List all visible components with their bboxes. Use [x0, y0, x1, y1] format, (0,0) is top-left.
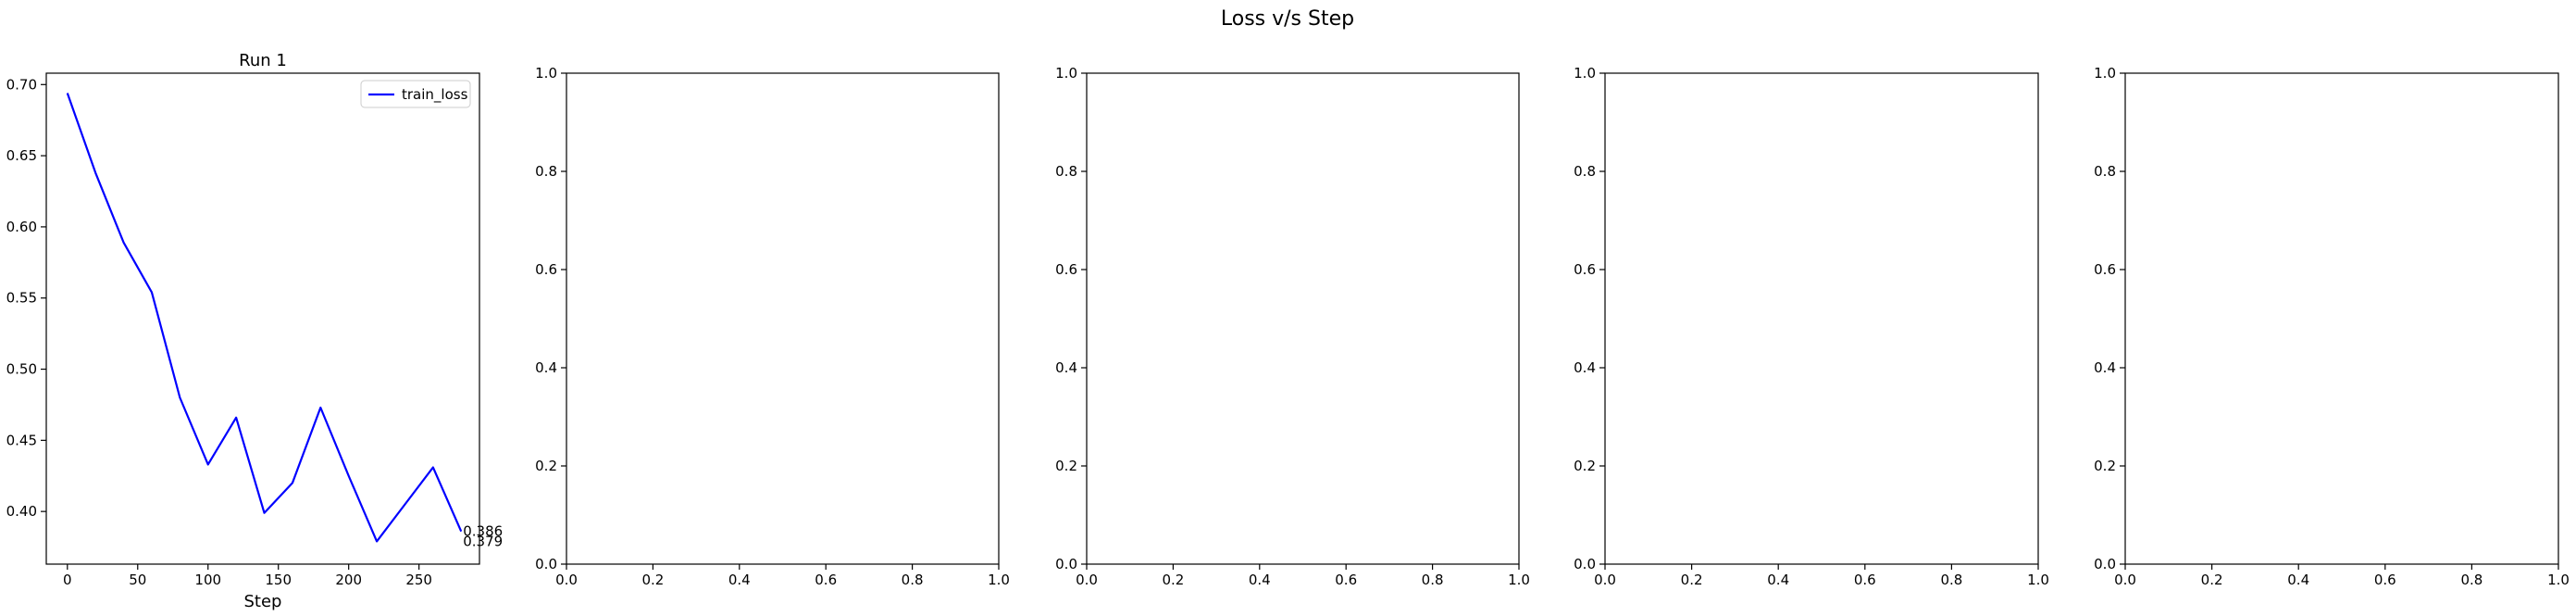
x-tick-label: 0.4: [1249, 572, 1271, 588]
x-tick-label: 0.6: [1854, 572, 1876, 588]
axes-frame: [2124, 72, 2559, 565]
y-tick-label: 0.6: [2094, 261, 2116, 278]
x-tick-label: 0.0: [1594, 572, 1616, 588]
x-tick-label: 250: [405, 572, 432, 588]
y-tick-label: 0.0: [2094, 556, 2116, 572]
axes-frame: [566, 72, 1000, 565]
y-tick-label: 0.6: [535, 261, 557, 278]
y-tick-label: 1.0: [2094, 65, 2116, 82]
x-tick-label: 0.2: [1162, 572, 1184, 588]
x-tick-label: 0.6: [2374, 572, 2396, 588]
x-tick-label: 0.0: [2114, 572, 2136, 588]
x-tick-label: 0.4: [1767, 572, 1789, 588]
x-axis-label: Step: [244, 592, 282, 611]
y-tick-label: 0.2: [1574, 458, 1596, 474]
axes-layer: 0 50 100 150 200 250 0.40 0.45 0.50 0.55 0.60 0.65 0…: [6, 51, 2570, 611]
y-tick-label: 0.4: [1055, 359, 1077, 376]
x-tick-label: 0.8: [902, 572, 924, 588]
y-tick-label: 0.40: [6, 503, 37, 520]
y-tick-label: 0.2: [1055, 458, 1077, 474]
x-tick-label: 0.2: [2201, 572, 2223, 588]
y-tick-label: 0.6: [1574, 261, 1596, 278]
x-tick-label: 0.0: [555, 572, 578, 588]
x-tick-label: 0.8: [1940, 572, 1962, 588]
x-tick-label: 0.2: [1681, 572, 1703, 588]
x-tick-label: 1.0: [2547, 572, 2570, 588]
x-tick-label: 1.0: [2027, 572, 2049, 588]
subplot-2: 0.0 0.2 0.4 0.6 0.8 1.0 0.0 0.2 0.4 0.6 0.8 1.0: [535, 65, 1010, 588]
subplot-1: 0 50 100 150 200 250 0.40 0.45 0.50 0.55 0.60 0.65 0…: [6, 51, 504, 611]
x-tick-label: 0.4: [728, 572, 751, 588]
x-tick-label: 200: [335, 572, 362, 588]
legend-entry-label: train_loss: [402, 86, 468, 104]
x-tick-label: 0.0: [1076, 572, 1098, 588]
x-tick-label: 0.2: [641, 572, 664, 588]
y-tick-label: 0.4: [2094, 359, 2116, 376]
x-tick-label: 0.8: [2460, 572, 2483, 588]
x-tick-label: 100: [194, 572, 221, 588]
x-tick-label: 1.0: [1508, 572, 1530, 588]
y-tick-label: 0.0: [1055, 556, 1077, 572]
legend-box: [360, 80, 471, 108]
x-tick-label: 0: [63, 572, 72, 588]
x-tick-label: 0.6: [1335, 572, 1357, 588]
y-tick-label: 0.8: [1574, 163, 1596, 180]
axes-frame: [1086, 72, 1520, 565]
x-tick-label: 0.4: [2287, 572, 2309, 588]
y-tick-label: 0.8: [1055, 163, 1077, 180]
x-tick-label: 150: [265, 572, 292, 588]
subplot-3: 0.0 0.2 0.4 0.6 0.8 1.0 0.0 0.2 0.4 0.6 0.8 1.0: [1055, 65, 1530, 588]
data-label: 0.379: [463, 533, 503, 549]
y-tick-label: 0.2: [2094, 458, 2116, 474]
y-tick-label: 1.0: [1055, 65, 1077, 82]
x-tick-label: 1.0: [988, 572, 1010, 588]
subplot-4: 0.0 0.2 0.4 0.6 0.8 1.0 0.0 0.2 0.4 0.6 0.8 1.0: [1574, 65, 2049, 588]
y-tick-label: 0.55: [6, 290, 37, 307]
data-label: 0.386: [463, 523, 503, 540]
y-tick-label: 0.70: [6, 76, 37, 93]
y-tick-label: 0.6: [1055, 261, 1077, 278]
y-tick-label: 0.0: [1574, 556, 1596, 572]
y-tick-label: 0.65: [6, 147, 37, 164]
y-tick-label: 1.0: [535, 65, 557, 82]
y-tick-label: 0.8: [2094, 163, 2116, 180]
y-tick-label: 0.60: [6, 219, 37, 235]
subplot-title: Run 1: [239, 51, 287, 70]
y-tick-label: 0.2: [535, 458, 557, 474]
x-tick-label: 0.8: [1422, 572, 1444, 588]
y-tick-label: 0.4: [535, 359, 557, 376]
y-tick-label: 0.4: [1574, 359, 1596, 376]
x-tick-label: 0.6: [815, 572, 837, 588]
x-tick-label: 50: [129, 572, 146, 588]
subplot-5: 0.0 0.2 0.4 0.6 0.8 1.0 0.0 0.2 0.4 0.6 0.8 1.0: [2094, 65, 2570, 588]
y-tick-label: 1.0: [1574, 65, 1596, 82]
figure-suptitle: Loss v/s Step: [1221, 7, 1354, 31]
legend: train_loss: [360, 80, 471, 108]
y-tick-label: 0.8: [535, 163, 557, 180]
y-tick-label: 0.0: [535, 556, 557, 572]
axes-frame: [45, 72, 480, 565]
series-line-train_loss: [66, 93, 463, 543]
y-tick-label: 0.50: [6, 361, 37, 378]
y-tick-label: 0.45: [6, 432, 37, 448]
axes-frame: [1604, 72, 2039, 565]
